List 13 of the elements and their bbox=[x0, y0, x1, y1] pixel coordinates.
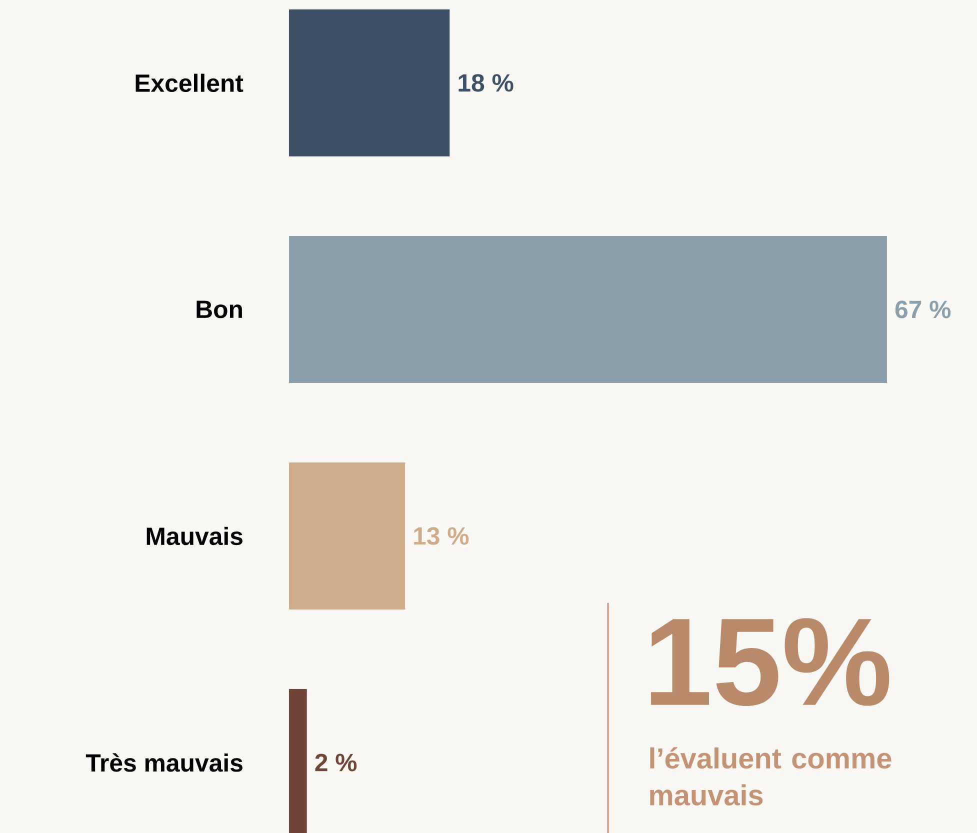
bar bbox=[289, 462, 406, 610]
bar bbox=[289, 236, 887, 383]
y-tick-label: Mauvais bbox=[146, 526, 242, 546]
bar bbox=[289, 9, 450, 156]
data-label: 13 % bbox=[414, 527, 469, 545]
y-tick-label: Bon bbox=[196, 300, 242, 318]
y-tick-label: Très mauvais bbox=[86, 753, 242, 772]
data-label: 67 % bbox=[895, 300, 951, 318]
annotation: l’évaluent comme mauvais bbox=[650, 747, 892, 806]
y-tick-label: Excellent bbox=[136, 74, 244, 92]
annotation: 15% bbox=[651, 618, 890, 706]
data-label: 2 % bbox=[315, 754, 357, 772]
data-label: 18 % bbox=[458, 74, 514, 92]
